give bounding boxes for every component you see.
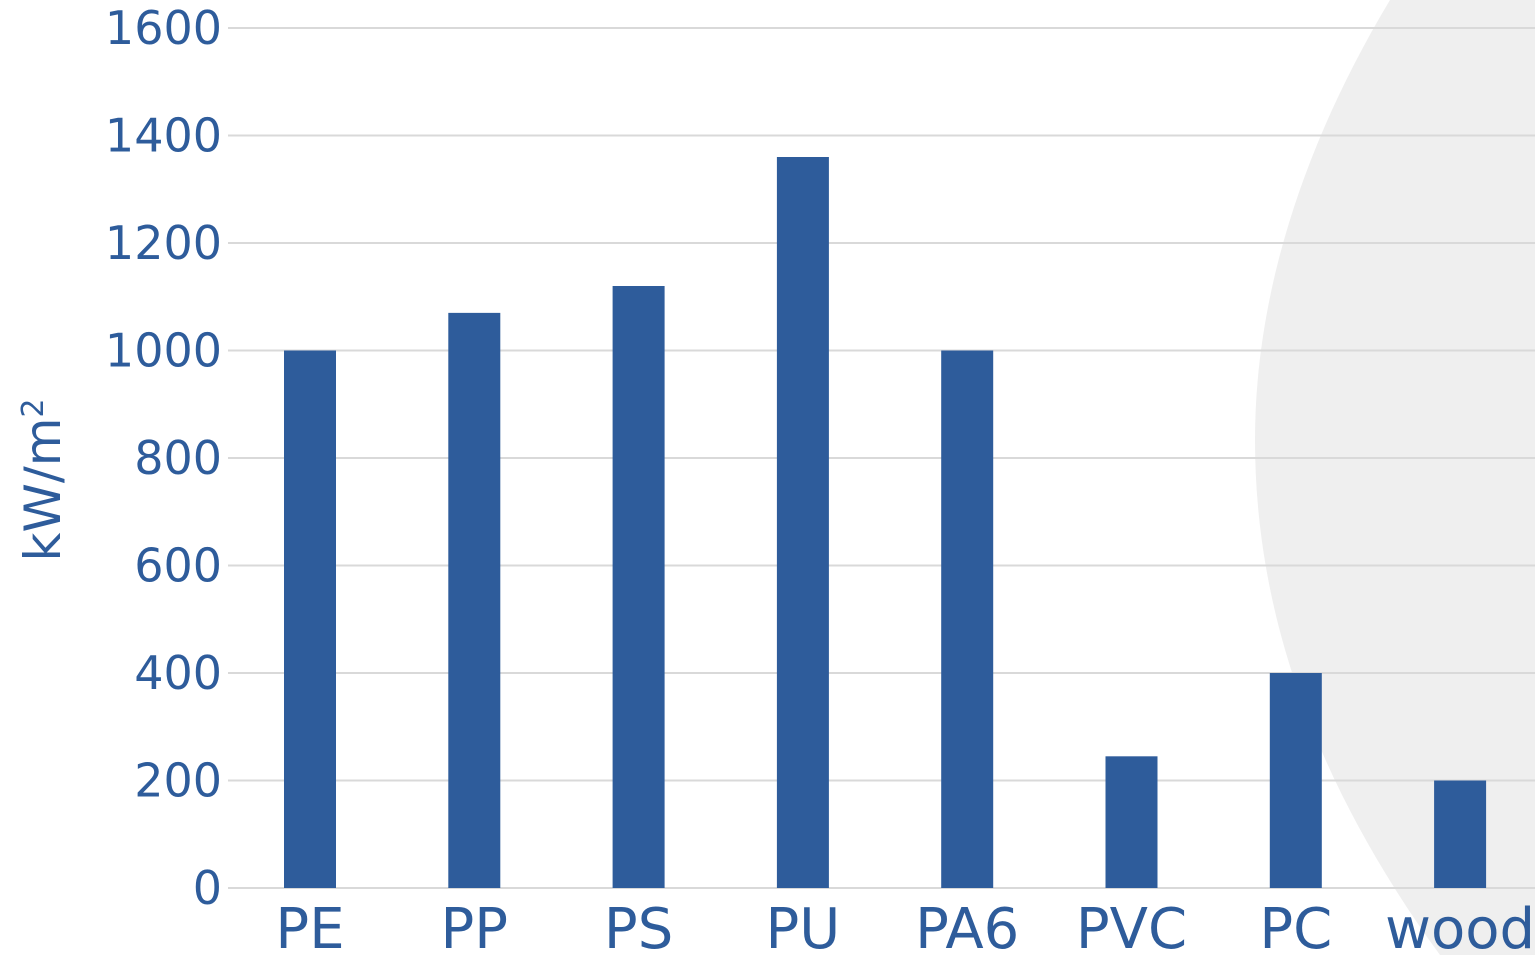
x-category-label: PU xyxy=(766,897,841,955)
bar-pu xyxy=(776,157,829,888)
y-tick-label: 1200 xyxy=(105,216,222,270)
x-category-label: PE xyxy=(275,897,344,955)
bar-pvc xyxy=(1105,756,1158,888)
x-category-label: PVC xyxy=(1076,897,1187,955)
x-category-label: PA6 xyxy=(915,897,1019,955)
background-decorative-shape xyxy=(1255,0,1535,955)
y-axis-title-superscript: 2 xyxy=(16,398,51,417)
y-axis-title-text: kW/m xyxy=(14,418,72,562)
y-tick-label: 200 xyxy=(134,754,222,808)
y-tick-label: 400 xyxy=(134,646,222,700)
y-tick-label: 1600 xyxy=(105,1,222,55)
y-tick-label: 0 xyxy=(193,861,222,915)
x-axis-category-labels: PE PP PS PU PA6 PVC PC wood xyxy=(275,897,1535,955)
y-tick-label: 1000 xyxy=(105,324,222,378)
y-tick-label: 1400 xyxy=(105,109,222,163)
y-tick-label: 800 xyxy=(134,431,222,485)
bar-pp xyxy=(448,312,501,888)
y-axis-title: kW/m2 xyxy=(14,398,72,561)
bar-pe xyxy=(284,350,336,888)
x-category-label: PS xyxy=(604,897,673,955)
y-tick-label: 600 xyxy=(134,539,222,593)
y-axis-tick-labels: 0 200 400 600 800 1000 1200 1400 1600 xyxy=(105,1,222,915)
bar-wood xyxy=(1434,780,1487,888)
bar-ps xyxy=(612,286,665,888)
bars xyxy=(284,157,1487,888)
x-category-label: PC xyxy=(1259,897,1332,955)
bar-pa6 xyxy=(941,350,994,888)
bar-pc xyxy=(1269,673,1322,888)
x-category-label: PP xyxy=(441,897,509,955)
x-category-label: wood xyxy=(1385,897,1535,955)
